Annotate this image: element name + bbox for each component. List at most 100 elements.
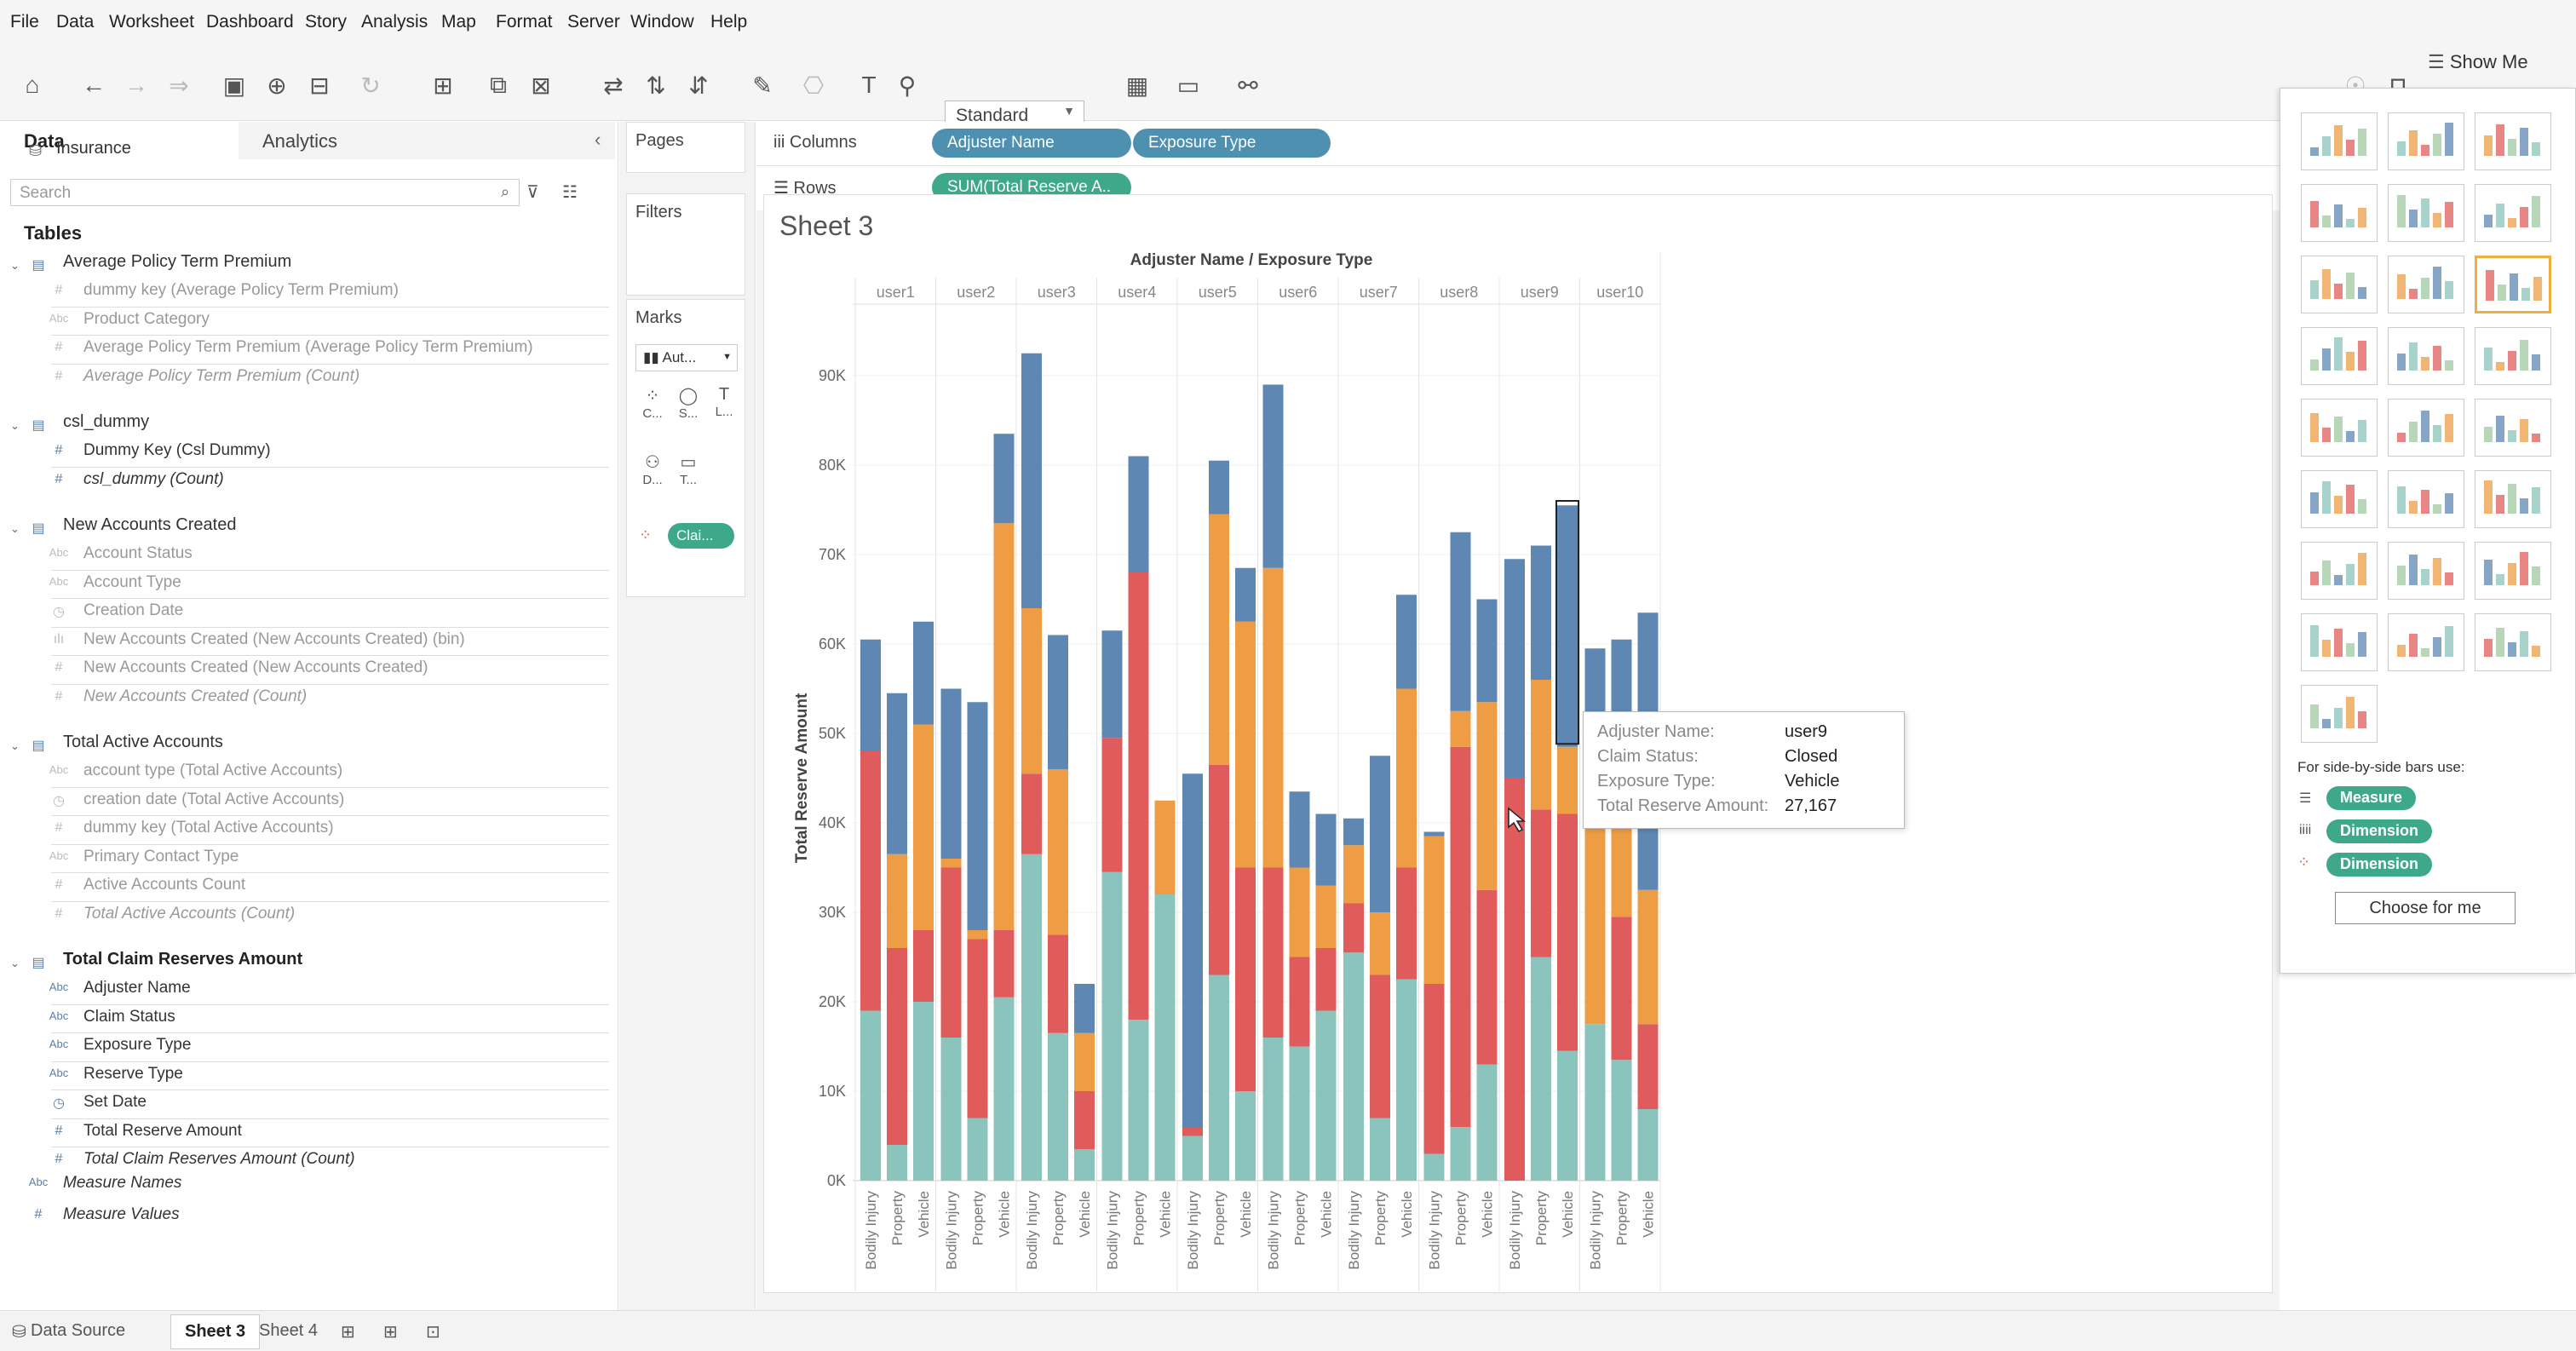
- bar-segment[interactable]: [1476, 599, 1498, 703]
- filter-icon[interactable]: ⊽: [526, 183, 539, 202]
- bar-segment[interactable]: [1611, 917, 1632, 1061]
- bar-segment[interactable]: [940, 859, 962, 868]
- measure-values-field[interactable]: Measure Values: [63, 1205, 180, 1223]
- field-item[interactable]: Adjuster Name: [83, 979, 191, 997]
- bar-segment[interactable]: [940, 688, 962, 859]
- sheet3-tab[interactable]: Sheet 3: [170, 1314, 261, 1349]
- chart-type-scatter[interactable]: [2301, 542, 2378, 600]
- menu-map[interactable]: Map: [441, 12, 476, 32]
- bar-segment[interactable]: [993, 434, 1015, 524]
- bar-segment[interactable]: [967, 930, 988, 940]
- chart-type-side-by-side-bars[interactable]: [2475, 256, 2551, 313]
- bar-segment[interactable]: [1315, 1010, 1337, 1181]
- bar-segment[interactable]: [1557, 813, 1578, 1051]
- bar-segment[interactable]: [1021, 608, 1042, 774]
- chart-type-histogram[interactable]: [2388, 542, 2464, 600]
- field-item[interactable]: account type (Total Active Accounts): [83, 762, 343, 779]
- bar-segment[interactable]: [1476, 702, 1498, 890]
- bar-segment[interactable]: [1315, 813, 1337, 886]
- bar-segment[interactable]: [1343, 903, 1364, 953]
- bar-segment[interactable]: [1289, 957, 1310, 1047]
- bar-segment[interactable]: [993, 523, 1015, 930]
- bar-segment[interactable]: [1396, 979, 1417, 1181]
- table-group[interactable]: csl_dummy: [63, 412, 150, 431]
- new-worksheet-tab-icon[interactable]: ⊞: [341, 1323, 355, 1342]
- field-item[interactable]: dummy key (Average Policy Term Premium): [83, 281, 399, 299]
- bar-segment[interactable]: [1262, 567, 1284, 868]
- bar-segment[interactable]: [1557, 746, 1578, 814]
- bar-segment[interactable]: [1476, 1064, 1498, 1181]
- bar-segment[interactable]: [913, 1002, 934, 1181]
- field-item[interactable]: Total Reserve Amount: [83, 1121, 242, 1140]
- field-item[interactable]: Average Policy Term Premium (Count): [83, 366, 360, 385]
- bar-segment[interactable]: [913, 621, 934, 725]
- bar-segment[interactable]: [1370, 1118, 1390, 1181]
- bar-segment[interactable]: [1021, 773, 1042, 854]
- field-item[interactable]: Set Date: [83, 1093, 147, 1111]
- field-item[interactable]: Account Status: [83, 544, 193, 562]
- bar-segment[interactable]: [1450, 532, 1471, 711]
- field-item[interactable]: dummy key (Total Active Accounts): [83, 819, 334, 836]
- bar-segment[interactable]: [1423, 1153, 1445, 1181]
- bar-segment[interactable]: [1128, 1020, 1149, 1181]
- exposure-type-pill[interactable]: Exposure Type: [1133, 129, 1331, 158]
- claim-status-color-pill[interactable]: Clai...: [668, 523, 734, 549]
- bar-segment[interactable]: [1476, 889, 1498, 1065]
- field-item[interactable]: New Accounts Created (New Accounts Creat…: [83, 630, 465, 648]
- bar-segment[interactable]: [1101, 738, 1123, 872]
- bar-segment[interactable]: [1021, 854, 1042, 1181]
- chart-type-filled-map[interactable]: [2388, 184, 2464, 242]
- bar-segment[interactable]: [1209, 764, 1229, 975]
- chevron-down-icon[interactable]: ⌄: [10, 522, 20, 535]
- field-item[interactable]: Total Claim Reserves Amount (Count): [83, 1150, 355, 1168]
- bar-segment[interactable]: [860, 1010, 881, 1181]
- bar-segment[interactable]: [1396, 688, 1417, 868]
- chart-type-packed-bubbles[interactable]: [2475, 613, 2551, 671]
- bar-segment[interactable]: [1531, 957, 1551, 1181]
- bar-segment[interactable]: [993, 930, 1015, 997]
- bar-segment[interactable]: [860, 639, 881, 751]
- bar-segment[interactable]: [1423, 984, 1445, 1154]
- swap-icon[interactable]: ⇄: [603, 72, 624, 99]
- bar-segment[interactable]: [1182, 1135, 1203, 1181]
- menu-format[interactable]: Format: [496, 12, 553, 32]
- bar-segment[interactable]: [1637, 1109, 1659, 1181]
- pages-card[interactable]: Pages: [626, 122, 745, 173]
- bar-segment[interactable]: [1048, 1032, 1068, 1181]
- labels-icon[interactable]: T: [861, 72, 877, 98]
- bar-segment[interactable]: [1074, 1149, 1095, 1181]
- bar-segment[interactable]: [1154, 894, 1176, 1181]
- bar-segment[interactable]: [1315, 948, 1337, 1011]
- chevron-down-icon[interactable]: ⌄: [10, 739, 20, 752]
- bar-segment[interactable]: [940, 1038, 962, 1181]
- bar-segment[interactable]: [1289, 1046, 1310, 1181]
- chevron-down-icon[interactable]: ⌄: [10, 419, 20, 432]
- bar-segment[interactable]: [1235, 567, 1256, 622]
- bar-segment[interactable]: [967, 1118, 988, 1181]
- chart-type-heat-map[interactable]: [2475, 112, 2551, 170]
- bar-segment[interactable]: [1611, 823, 1632, 917]
- bar-segment[interactable]: [1396, 595, 1417, 689]
- measure-names-field[interactable]: Measure Names: [63, 1174, 182, 1192]
- chart-type-dual-combination[interactable]: [2475, 470, 2551, 528]
- bar-segment[interactable]: [1209, 460, 1229, 515]
- bar-segment[interactable]: [1370, 974, 1390, 1118]
- field-item[interactable]: Active Accounts Count: [83, 876, 246, 894]
- view-options-icon[interactable]: ☷: [562, 183, 578, 202]
- bar-segment[interactable]: [1128, 456, 1149, 573]
- chart-type-text-table[interactable]: [2301, 112, 2378, 170]
- bar-segment[interactable]: [1154, 800, 1176, 894]
- chart-type-lines-continuous[interactable]: [2301, 399, 2378, 457]
- bar-segment[interactable]: [1450, 1127, 1471, 1181]
- menu-worksheet[interactable]: Worksheet: [109, 12, 194, 32]
- bar-segment[interactable]: [913, 724, 934, 931]
- field-item[interactable]: Exposure Type: [83, 1036, 192, 1054]
- bar-segment[interactable]: [940, 867, 962, 1038]
- detail-mark-button[interactable]: ⚇ D...: [637, 451, 668, 504]
- bar-segment[interactable]: [1262, 384, 1284, 568]
- bar-segment[interactable]: [860, 751, 881, 1011]
- chart-type-area-continuous[interactable]: [2301, 470, 2378, 528]
- redo-icon[interactable]: →: [124, 72, 148, 98]
- tooltip-mark-button[interactable]: ▭ T...: [673, 451, 704, 504]
- bar-segment[interactable]: [1370, 912, 1390, 975]
